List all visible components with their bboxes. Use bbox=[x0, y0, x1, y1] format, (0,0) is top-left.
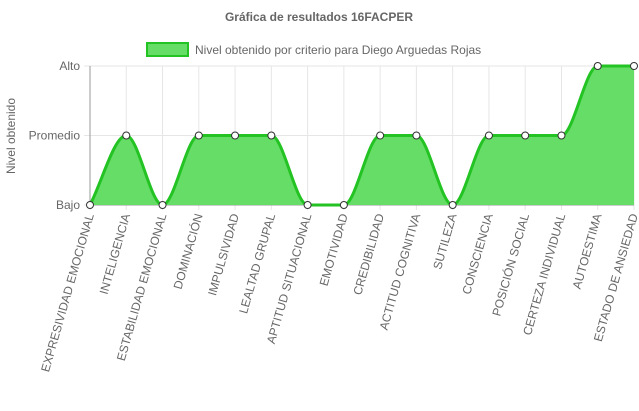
data-point[interactable] bbox=[557, 131, 566, 140]
x-tick-label: ACTITUD COGNITIVA bbox=[377, 212, 424, 332]
data-point[interactable] bbox=[86, 201, 94, 209]
data-point[interactable] bbox=[158, 201, 167, 209]
data-point[interactable] bbox=[267, 131, 276, 140]
legend-label: Nivel obtenido por criterio para Diego A… bbox=[195, 43, 481, 57]
data-point[interactable] bbox=[376, 131, 385, 140]
data-point[interactable] bbox=[630, 62, 638, 70]
data-point[interactable] bbox=[484, 131, 493, 140]
data-point[interactable] bbox=[303, 201, 312, 209]
x-tick-label: DOMINACIÓN bbox=[170, 212, 206, 291]
x-tick-label: CREDIBILIDAD bbox=[350, 212, 387, 297]
series-area bbox=[88, 64, 634, 207]
x-tick-label: EXPRESIVIDAD EMOCIONAL bbox=[38, 212, 97, 374]
y-tick-label: Promedio bbox=[29, 129, 81, 143]
data-point[interactable] bbox=[448, 201, 457, 209]
legend-swatch bbox=[146, 42, 189, 57]
series-line bbox=[88, 64, 634, 207]
x-tick-label: AUTOESTIMA bbox=[570, 212, 605, 291]
data-point[interactable] bbox=[412, 131, 421, 140]
chart-title: Gráfica de resultados 16FACPER bbox=[225, 10, 413, 24]
series-fill bbox=[90, 66, 634, 205]
data-point[interactable] bbox=[231, 131, 240, 140]
x-tick-label: POSICIÓN SOCIAL bbox=[488, 211, 532, 317]
y-tick-label: Alto bbox=[59, 59, 80, 73]
data-points[interactable] bbox=[86, 62, 638, 209]
x-tick-label: CONSCIENCIA bbox=[459, 212, 495, 296]
data-point[interactable] bbox=[593, 62, 602, 70]
x-axis-ticks: EXPRESIVIDAD EMOCIONAL INTELIGENCIAESTABI… bbox=[38, 211, 639, 373]
data-point[interactable] bbox=[521, 131, 530, 140]
data-point[interactable] bbox=[194, 131, 203, 140]
x-tick-label: IMPULSIVIDAD bbox=[205, 212, 242, 298]
x-tick-label: SUTILEZA bbox=[430, 212, 459, 271]
x-tick-label: INTELIGENCIA bbox=[97, 212, 133, 296]
legend[interactable]: Nivel obtenido por criterio para Diego A… bbox=[146, 42, 481, 57]
y-tick-label: Bajo bbox=[56, 198, 80, 212]
x-tick-label: LEALTAD GRUPAL bbox=[236, 212, 278, 316]
data-point[interactable] bbox=[339, 201, 348, 209]
x-tick-label: EMOTIVIDAD bbox=[317, 212, 351, 288]
data-point[interactable] bbox=[122, 131, 131, 140]
y-axis-label: Nivel obtenido bbox=[4, 98, 18, 174]
y-axis-ticks: Bajo Promedio Alto bbox=[29, 59, 81, 212]
